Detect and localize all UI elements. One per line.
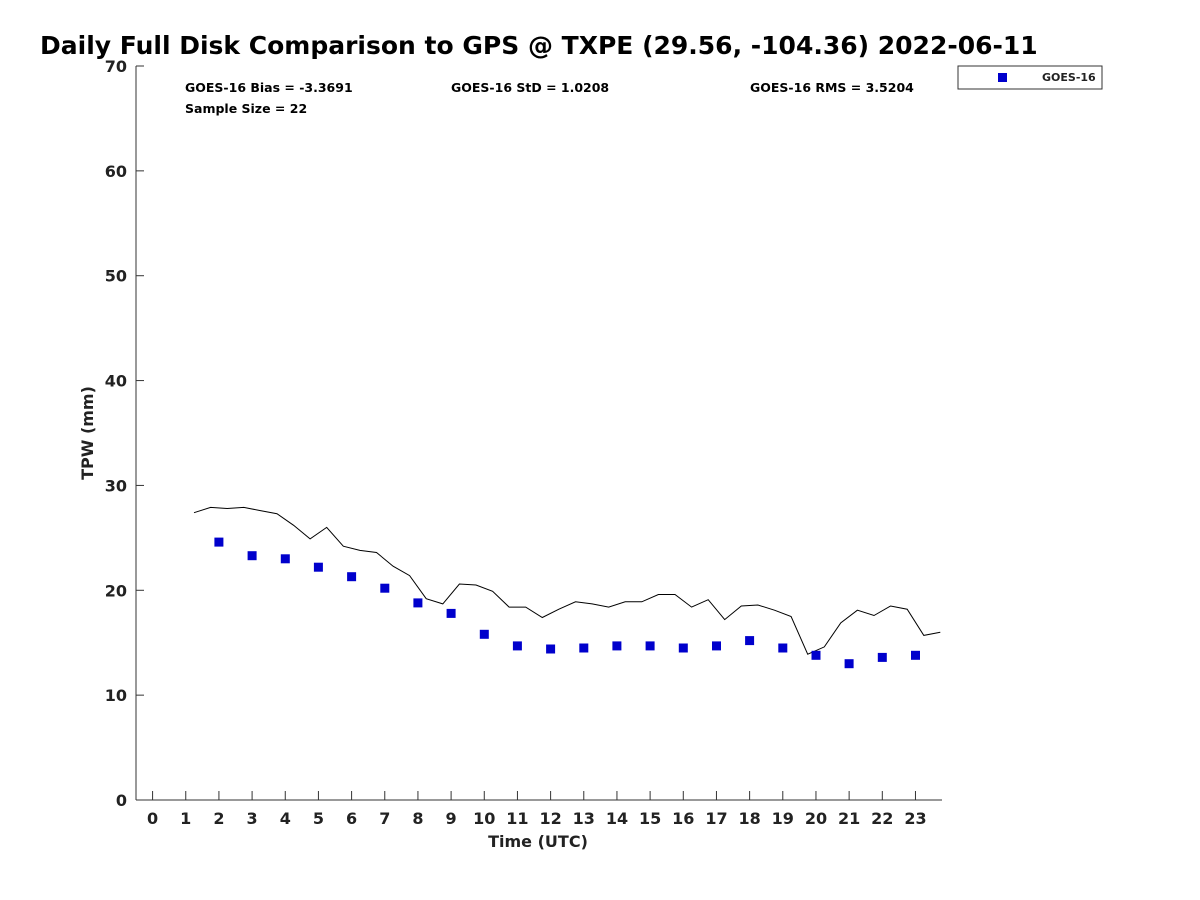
x-tick-label: 11 [506, 809, 528, 828]
x-tick-label: 12 [539, 809, 561, 828]
goes16-point [446, 608, 456, 618]
x-tick-label: 3 [247, 809, 258, 828]
x-tick-label: 4 [280, 809, 291, 828]
stat-sample-size: Sample Size = 22 [185, 101, 307, 116]
x-tick-label: 9 [446, 809, 457, 828]
y-tick-label: 0 [116, 791, 127, 810]
goes16-point [811, 650, 821, 660]
legend-marker-goes16 [998, 73, 1007, 82]
stat-bias: GOES-16 Bias = -3.3691 [185, 80, 353, 95]
goes16-series [214, 537, 920, 669]
goes16-point [413, 598, 423, 608]
goes16-point [247, 551, 257, 561]
stat-rms: GOES-16 RMS = 3.5204 [750, 80, 914, 95]
x-tick-label: 8 [412, 809, 423, 828]
goes16-point [877, 652, 887, 662]
x-tick-label: 18 [738, 809, 760, 828]
goes16-point [347, 572, 357, 582]
x-tick-label: 10 [473, 809, 495, 828]
x-tick-label: 14 [606, 809, 628, 828]
goes16-point [678, 643, 688, 653]
x-tick-label: 21 [838, 809, 860, 828]
x-tick-label: 17 [705, 809, 727, 828]
x-tick-label: 19 [772, 809, 794, 828]
legend: GOES-16 [957, 65, 1103, 90]
x-ticks: 0 1 2 3 4 5 6 7 8 9 10 11 12 13 14 15 16 17 18 19 20 21 22 23 [147, 791, 927, 828]
goes16-point [778, 643, 788, 653]
goes16-point [214, 537, 224, 547]
y-tick-label: 60 [105, 162, 127, 181]
y-tick-label: 40 [105, 372, 127, 391]
y-tick-label: 10 [105, 686, 127, 705]
gps-line [193, 506, 941, 655]
x-tick-label: 16 [672, 809, 694, 828]
goes16-point [612, 641, 622, 651]
x-tick-label: 23 [904, 809, 926, 828]
axes [135, 66, 942, 801]
y-tick-label: 30 [105, 476, 127, 495]
x-tick-label: 6 [346, 809, 357, 828]
x-tick-label: 0 [147, 809, 158, 828]
goes16-point [579, 643, 589, 653]
goes16-point [546, 644, 556, 654]
x-tick-label: 13 [573, 809, 595, 828]
goes16-point [479, 629, 489, 639]
goes16-point [844, 659, 854, 669]
x-tick-label: 5 [313, 809, 324, 828]
y-tick-label: 50 [105, 267, 127, 286]
goes16-point [280, 554, 290, 564]
x-tick-label: 20 [805, 809, 827, 828]
x-tick-label: 1 [180, 809, 191, 828]
y-ticks: 0 10 20 30 40 50 60 70 [105, 57, 144, 810]
chart-title: Daily Full Disk Comparison to GPS @ TXPE… [40, 31, 1038, 60]
goes16-point [645, 641, 655, 651]
goes16-point [712, 641, 721, 651]
y-axis-label: TPW (mm) [78, 386, 97, 480]
y-tick-label: 70 [105, 57, 127, 76]
gps-line-series [193, 506, 941, 655]
stats-annotations: GOES-16 Bias = -3.3691 GOES-16 StD = 1.0… [185, 80, 914, 116]
legend-box [957, 65, 1103, 90]
y-tick-label: 20 [105, 581, 127, 600]
x-tick-label: 22 [871, 809, 893, 828]
goes16-point [313, 562, 323, 572]
goes16-point [911, 650, 920, 660]
x-tick-label: 15 [639, 809, 661, 828]
x-tick-label: 7 [379, 809, 390, 828]
x-tick-label: 2 [213, 809, 224, 828]
goes16-point [512, 641, 522, 651]
stat-std: GOES-16 StD = 1.0208 [451, 80, 609, 95]
goes16-point [380, 583, 390, 593]
x-axis-label: Time (UTC) [488, 832, 588, 851]
legend-label-goes16: GOES-16 [1042, 71, 1096, 84]
goes16-point [745, 636, 755, 646]
